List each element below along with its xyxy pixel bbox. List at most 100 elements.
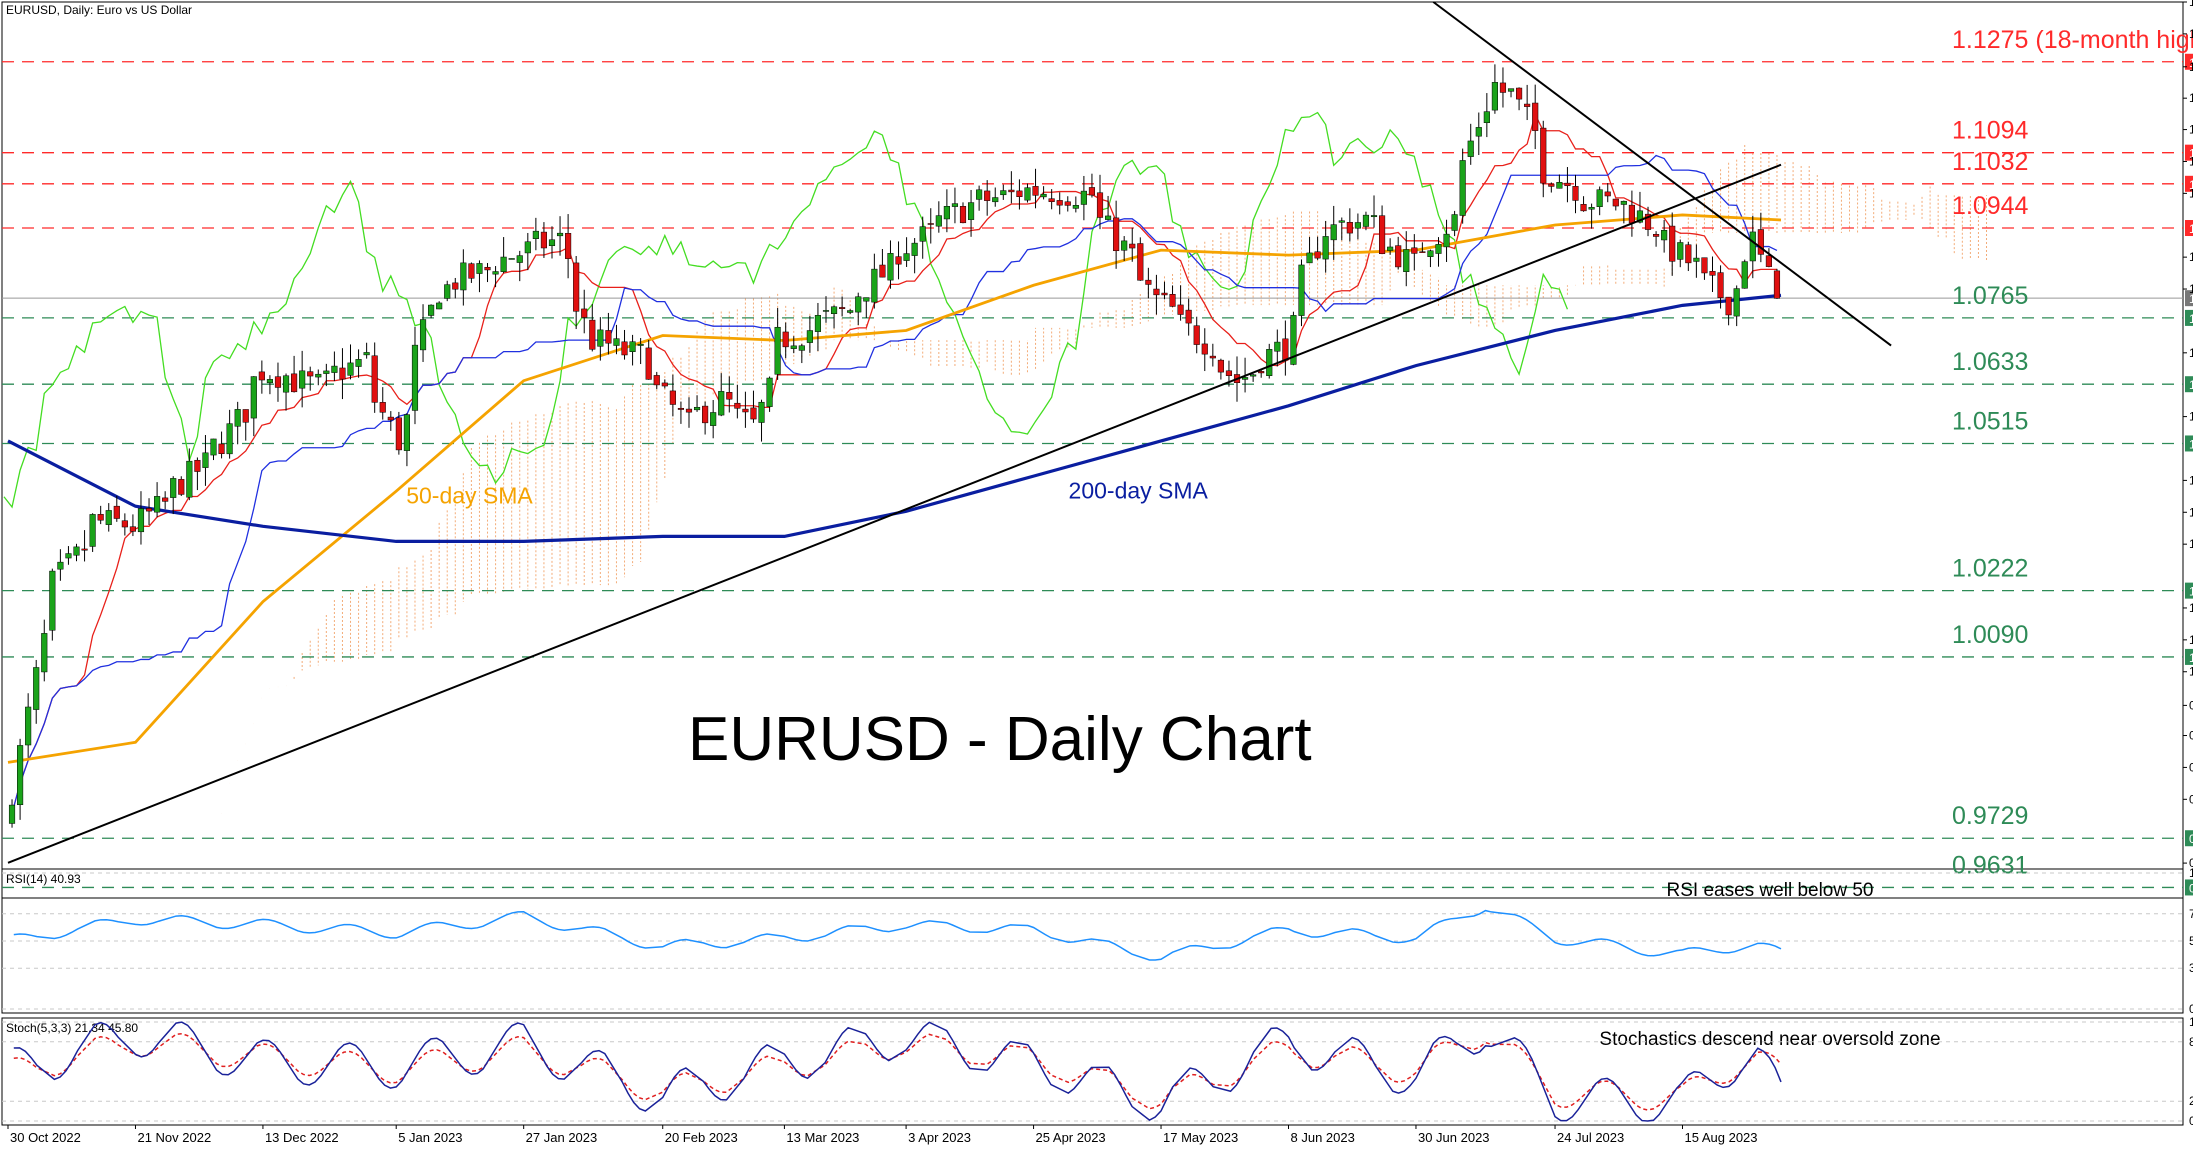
level-tag-text: 1.07650: [2189, 312, 2193, 326]
candle-body: [855, 296, 862, 313]
price-axis-label: 1.10130: [2189, 186, 2193, 200]
sma200-annotation: 200-day SMA: [1069, 478, 1209, 504]
price-axis-label: 1.01240: [2189, 633, 2193, 647]
candle-body: [1628, 204, 1635, 224]
candle-body: [1080, 190, 1087, 205]
candle-body: [1669, 225, 1676, 262]
x-axis-label: 13 Mar 2023: [786, 1130, 859, 1145]
candle-body: [782, 331, 789, 348]
x-axis-label: 24 Jul 2023: [1557, 1130, 1624, 1145]
price-axis-label: 1.08225: [2189, 282, 2193, 296]
candle-body: [1741, 261, 1748, 289]
candle-body: [774, 326, 781, 375]
candle-body: [419, 319, 427, 351]
x-axis-label: 17 May 2023: [1163, 1130, 1238, 1145]
candle-body: [25, 706, 32, 746]
candle-body: [73, 546, 80, 556]
price-axis-label: 1.06955: [2189, 346, 2193, 360]
candle-body: [1072, 205, 1079, 209]
candle-body: [210, 438, 217, 456]
stochastic-header: Stoch(5,3,3) 21.34 45.80: [6, 1021, 138, 1035]
candle-body: [750, 407, 757, 420]
candle-body: [1395, 245, 1402, 268]
candle-body: [1459, 160, 1466, 216]
current-price-tag: 1.08043: [2189, 292, 2193, 306]
stochastic-annotation: Stochastics descend near oversold zone: [1599, 1029, 1940, 1050]
candle-body: [847, 310, 854, 313]
candle-body: [1524, 103, 1531, 107]
main-panel-frame: [1, 1, 2184, 899]
candle-body: [242, 409, 249, 423]
candle-body: [685, 408, 693, 413]
candle-body: [1250, 374, 1257, 377]
candle-body: [1241, 377, 1249, 380]
candle-body: [1096, 192, 1104, 218]
price-axis-label: 1.11400: [2189, 123, 2193, 137]
candle-body: [822, 310, 830, 312]
candle-body: [452, 282, 459, 290]
candle-body: [1677, 242, 1684, 260]
x-axis-label: 8 Jun 2023: [1291, 1130, 1355, 1145]
candle-body: [444, 284, 451, 299]
candle-body: [887, 253, 894, 281]
candle-body: [1121, 240, 1128, 251]
candle-body: [1403, 249, 1410, 272]
price-axis-label: 0.96795: [2189, 856, 2193, 870]
candle-body: [1773, 270, 1781, 299]
candle-body: [1370, 215, 1378, 218]
candle-body: [839, 307, 846, 309]
candle-body: [742, 408, 749, 413]
price-axis-label: 0.98700: [2189, 760, 2193, 774]
candle-body: [959, 206, 967, 224]
price-axis-label: 1.04415: [2189, 473, 2193, 487]
candle-body: [693, 406, 701, 411]
candle-body: [879, 264, 886, 278]
candle-body: [1274, 341, 1281, 352]
rsi-annotation: RSI eases well below 50: [1667, 880, 1874, 901]
candle-body: [1298, 264, 1305, 316]
x-axis-label: 13 Dec 2022: [265, 1130, 339, 1145]
candle-body: [516, 255, 523, 263]
candle-body: [105, 510, 112, 525]
candle-body: [1185, 309, 1192, 324]
candle-body: [379, 402, 386, 413]
candle-body: [411, 344, 419, 411]
candle-body: [1588, 207, 1595, 210]
sma50-annotation: 50-day SMA: [406, 483, 533, 509]
x-axis-label: 30 Oct 2022: [10, 1130, 81, 1145]
candle-body: [540, 231, 548, 249]
price-axis-label: 1.00605: [2189, 665, 2193, 679]
candle-body: [476, 263, 483, 274]
rsi-line: [13, 909, 1782, 961]
candle-body: [1580, 204, 1587, 212]
candle-body: [1104, 215, 1112, 220]
candle-body: [194, 459, 201, 472]
candle-body: [1564, 182, 1571, 187]
candle-body: [629, 341, 636, 352]
candle-body: [1435, 244, 1442, 254]
price-axis-label: 1.13940: [2189, 0, 2193, 9]
candle-body: [1145, 279, 1152, 285]
candle-body: [1556, 182, 1563, 189]
candle-body: [1306, 252, 1313, 264]
candle-body: [1338, 220, 1345, 223]
candle-body: [1653, 234, 1660, 237]
level-label-1.1032: 1.1032: [1952, 148, 2028, 176]
candle-body: [8, 804, 16, 824]
level-tag-text: 1.09440: [2189, 222, 2193, 236]
candle-body: [65, 553, 72, 559]
candle-body: [895, 256, 902, 265]
candle-body: [154, 496, 161, 513]
candle-body: [1379, 215, 1386, 255]
candle-body: [1499, 82, 1507, 93]
candle-body: [1282, 338, 1289, 361]
candle-body: [1064, 201, 1071, 206]
level-tag-bg: [2185, 175, 2193, 192]
candle-body: [1032, 186, 1039, 196]
candle-body: [532, 230, 539, 239]
candle-body: [1661, 230, 1668, 241]
level-tag-bg: [2185, 435, 2193, 452]
candle-body: [645, 347, 652, 380]
indicator-axis-label: 100.00: [2189, 866, 2193, 880]
